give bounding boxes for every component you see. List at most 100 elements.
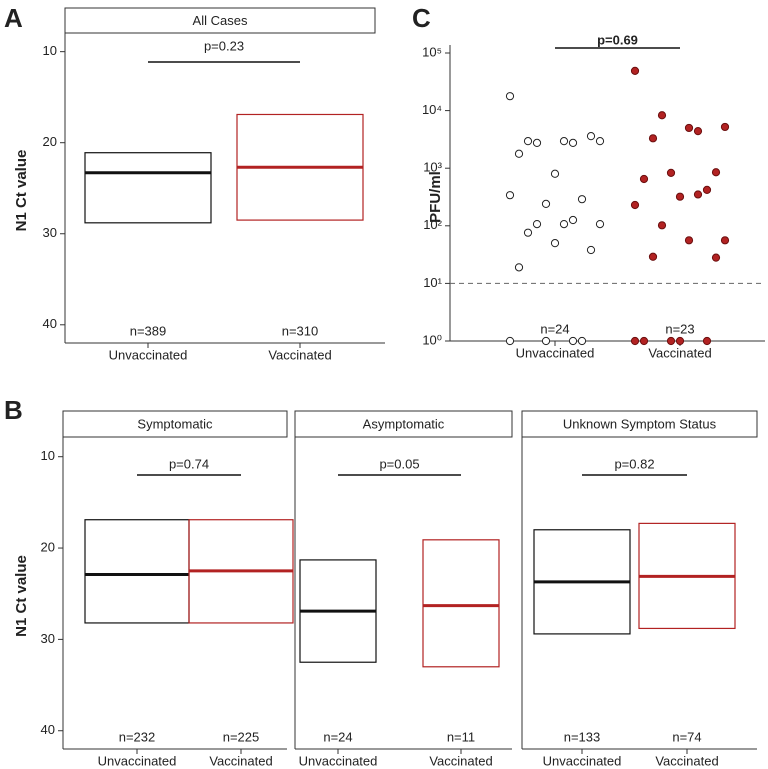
point <box>523 228 533 237</box>
point <box>711 253 721 262</box>
point <box>541 336 551 346</box>
p-value: p=0.74 <box>169 456 209 471</box>
y-axis-label: PFU/ml <box>427 171 444 223</box>
point <box>657 221 667 230</box>
point <box>639 174 649 184</box>
point <box>541 199 551 208</box>
point <box>693 190 703 199</box>
point <box>505 191 515 200</box>
point <box>684 236 694 245</box>
point <box>648 134 658 143</box>
point <box>559 137 569 146</box>
point <box>577 195 587 204</box>
point <box>514 263 524 272</box>
point <box>702 336 712 346</box>
box <box>84 152 212 224</box>
panel-letter: B <box>4 395 23 425</box>
n-label: n=24 <box>540 321 569 336</box>
point <box>568 138 578 147</box>
strip <box>62 410 288 438</box>
point <box>648 252 658 261</box>
point <box>639 336 649 346</box>
x-tick-label: Vaccinated <box>429 753 492 768</box>
x-tick-label: Unvaccinated <box>98 753 177 768</box>
n-label: n=389 <box>130 323 167 338</box>
point <box>675 192 685 201</box>
y-tick-label: 10⁵ <box>422 44 442 59</box>
strip <box>294 410 513 438</box>
point <box>630 336 640 346</box>
y-tick-label: 30 <box>43 225 57 240</box>
x-tick-label: Vaccinated <box>655 753 718 768</box>
strip-title: Asymptomatic <box>363 416 445 431</box>
p-value: p=0.82 <box>614 456 654 471</box>
y-tick-label: 10⁰ <box>422 332 442 347</box>
point <box>595 220 605 229</box>
panel-letter: A <box>4 3 23 33</box>
strip-title: Unknown Symptom Status <box>563 416 717 431</box>
point <box>532 138 542 147</box>
y-tick-label: 30 <box>41 631 55 646</box>
x-tick-label: Vaccinated <box>209 753 272 768</box>
p-value: p=0.05 <box>379 456 419 471</box>
n-label: n=133 <box>564 729 601 744</box>
x-tick-label: Unvaccinated <box>109 347 188 362</box>
point <box>505 336 515 346</box>
y-tick-label: 10 <box>41 448 55 463</box>
y-tick-label: 10¹ <box>423 275 442 290</box>
panel-letter: C <box>412 3 431 33</box>
strip-title: Symptomatic <box>137 416 213 431</box>
point <box>720 122 730 132</box>
y-tick-label: 40 <box>41 722 55 737</box>
y-axis-label: N1 Ct value <box>13 150 30 232</box>
point <box>577 336 587 346</box>
point <box>523 137 533 146</box>
n-label: n=310 <box>282 323 319 338</box>
strip <box>64 7 376 34</box>
point <box>711 168 721 177</box>
point <box>595 137 605 146</box>
point <box>586 132 596 141</box>
y-tick-label: 40 <box>43 316 57 331</box>
point <box>630 66 640 75</box>
x-tick-label: Vaccinated <box>648 345 711 360</box>
point <box>550 169 560 178</box>
point <box>505 92 515 101</box>
point <box>675 336 685 346</box>
point <box>568 215 578 225</box>
point <box>666 168 676 177</box>
point <box>693 127 703 136</box>
point <box>720 236 730 245</box>
point <box>630 200 640 210</box>
strip <box>521 410 758 438</box>
n-label: n=11 <box>447 729 475 744</box>
strip-title: All Cases <box>193 13 248 28</box>
n-label: n=225 <box>223 729 260 744</box>
point <box>684 123 694 133</box>
y-tick-label: 20 <box>43 134 57 149</box>
p-value: p=0.23 <box>204 38 244 53</box>
y-tick-label: 10³ <box>423 160 442 175</box>
box <box>422 539 500 668</box>
point <box>550 239 560 248</box>
y-tick-label: 10 <box>43 43 57 58</box>
x-tick-label: Vaccinated <box>268 347 331 362</box>
point <box>514 149 524 158</box>
x-tick-label: Unvaccinated <box>543 753 622 768</box>
point <box>568 336 578 346</box>
y-axis-label: N1 Ct value <box>13 555 30 637</box>
n-label: n=74 <box>672 729 701 744</box>
point <box>586 245 596 255</box>
p-value: p=0.69 <box>597 32 638 47</box>
n-label: n=24 <box>323 729 352 744</box>
y-tick-label: 20 <box>41 539 55 554</box>
point <box>702 185 712 195</box>
point <box>657 111 667 120</box>
point <box>559 220 569 229</box>
box <box>84 519 190 624</box>
x-tick-label: Unvaccinated <box>516 345 595 360</box>
y-tick-label: 10⁴ <box>422 102 442 117</box>
point <box>532 220 542 229</box>
y-tick-label: 10² <box>423 217 442 232</box>
